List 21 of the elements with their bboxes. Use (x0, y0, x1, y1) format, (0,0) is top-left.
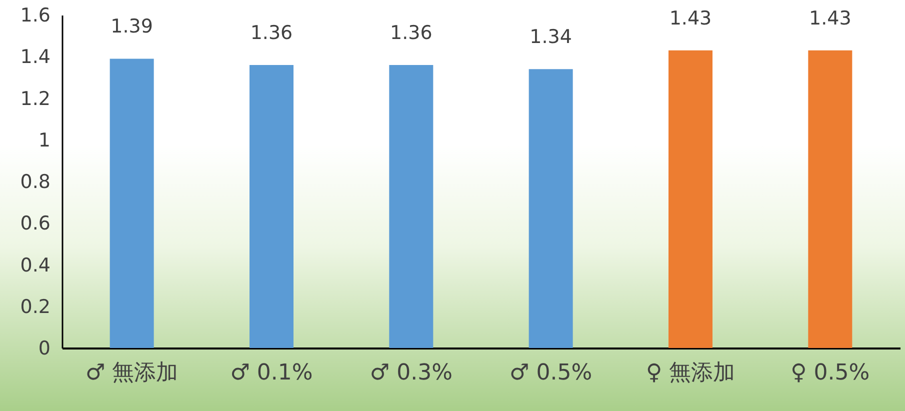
x-tick-label: ♀ 0.5% (790, 360, 870, 386)
data-label: 1.36 (390, 22, 432, 44)
data-label: 1.34 (530, 26, 572, 48)
y-tick-label: 1 (38, 129, 50, 152)
data-label: 1.36 (250, 22, 293, 44)
y-tick-label: 0.2 (20, 296, 50, 318)
data-label: 1.43 (669, 7, 712, 30)
x-tick-label: ♂ 無添加 (85, 360, 178, 386)
x-tick-label: ♂ 0.5% (510, 360, 592, 386)
x-tick-label: ♂ 0.3% (370, 360, 452, 386)
y-tick-label: 0.4 (20, 254, 50, 276)
y-tick-label: 1.4 (20, 46, 50, 68)
x-tick-label: ♂ 0.1% (230, 360, 313, 386)
y-tick-label: 0.8 (20, 171, 50, 193)
y-tick-label: 0.6 (20, 212, 50, 235)
y-tick-label: 1.2 (20, 88, 50, 110)
y-tick-label: 1.6 (20, 4, 50, 26)
data-label: 1.43 (809, 7, 852, 30)
x-tick-label: ♀ 無添加 (646, 360, 736, 386)
data-label: 1.39 (110, 16, 153, 38)
y-tick-label: 0 (38, 338, 50, 360)
